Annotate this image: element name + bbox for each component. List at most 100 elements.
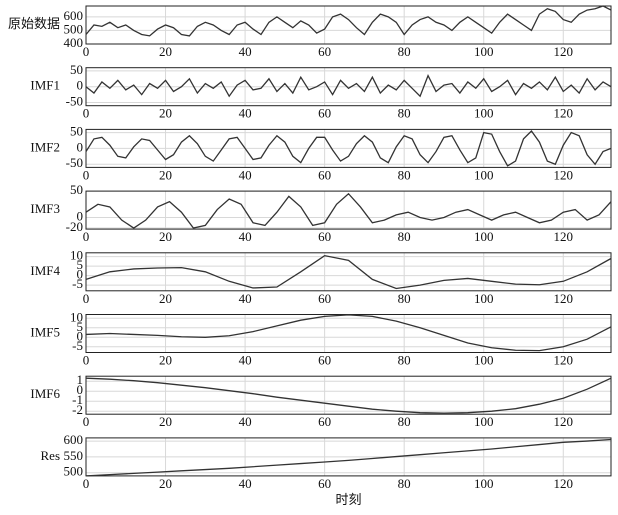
y-tick-label: -2 <box>72 402 83 417</box>
y-axis-label: IMF4 <box>30 263 60 278</box>
data-line <box>85 192 612 229</box>
x-tick-label: 80 <box>398 229 411 244</box>
data-line <box>85 438 612 477</box>
x-tick-label: 40 <box>239 44 252 59</box>
x-tick-label: 0 <box>83 352 90 367</box>
y-tick-label: 0 <box>77 328 84 343</box>
x-tick-label: 80 <box>398 414 411 429</box>
x-axis-label: 时刻 <box>335 492 361 507</box>
y-axis-label: IMF1 <box>30 78 60 93</box>
y-tick-label: -20 <box>66 219 83 234</box>
axes-frame <box>85 252 612 292</box>
x-tick-label: 120 <box>554 106 574 121</box>
y-axis-label: IMF6 <box>30 386 60 401</box>
y-tick-label: 0 <box>77 208 84 223</box>
x-tick-label: 0 <box>83 291 90 306</box>
y-tick-label: 600 <box>64 8 84 23</box>
x-tick-label: 120 <box>554 44 574 59</box>
x-tick-label: 80 <box>398 167 411 182</box>
y-tick-label: 400 <box>64 35 84 50</box>
y-axis-label: IMF5 <box>30 324 60 339</box>
x-tick-label: 100 <box>474 291 494 306</box>
x-tick-label: 0 <box>83 106 90 121</box>
x-tick-label: 20 <box>159 476 172 491</box>
x-tick-label: 60 <box>318 414 331 429</box>
data-line <box>85 254 612 290</box>
x-tick-label: 120 <box>554 229 574 244</box>
x-tick-label: 120 <box>554 476 574 491</box>
y-tick-label: 550 <box>64 448 84 463</box>
x-tick-label: 120 <box>554 291 574 306</box>
x-tick-label: 60 <box>318 44 331 59</box>
x-tick-label: 40 <box>239 229 252 244</box>
y-tick-label: 0 <box>77 139 84 154</box>
y-tick-label: 50 <box>70 182 83 197</box>
y-tick-label: 0 <box>77 78 84 93</box>
x-tick-label: 120 <box>554 167 574 182</box>
x-tick-label: 20 <box>159 291 172 306</box>
x-tick-label: 80 <box>398 106 411 121</box>
x-tick-label: 40 <box>239 352 252 367</box>
x-tick-label: 80 <box>398 476 411 491</box>
y-axis-label: Res <box>41 448 61 463</box>
y-tick-label: 50 <box>70 124 83 139</box>
axes-frame <box>85 190 612 230</box>
y-tick-label: 0 <box>77 267 84 282</box>
axes-frame <box>85 437 612 477</box>
axes-frame <box>85 375 612 415</box>
x-tick-label: 120 <box>554 352 574 367</box>
x-tick-label: 20 <box>159 414 172 429</box>
x-tick-label: 80 <box>398 44 411 59</box>
x-tick-label: 80 <box>398 352 411 367</box>
x-tick-label: 60 <box>318 476 331 491</box>
y-tick-label: -50 <box>66 94 83 109</box>
data-line <box>85 129 612 167</box>
x-tick-label: 0 <box>83 44 90 59</box>
axes-frame <box>85 5 612 45</box>
y-tick-label: 10 <box>70 248 83 263</box>
y-tick-label: -1 <box>72 392 83 407</box>
y-tick-label: 10 <box>70 309 83 324</box>
x-tick-label: 100 <box>474 106 494 121</box>
x-tick-label: 0 <box>83 414 90 429</box>
y-tick-label: 5 <box>77 257 84 272</box>
y-tick-label: 50 <box>70 62 83 77</box>
y-tick-label: 0 <box>77 382 84 397</box>
y-tick-label: 500 <box>64 21 84 36</box>
data-line <box>85 74 612 98</box>
y-tick-label: 5 <box>77 319 84 334</box>
x-tick-label: 40 <box>239 106 252 121</box>
x-tick-label: 60 <box>318 106 331 121</box>
x-tick-label: 100 <box>474 352 494 367</box>
x-tick-label: 40 <box>239 476 252 491</box>
y-tick-label: 1 <box>77 372 84 387</box>
data-line <box>85 377 612 414</box>
x-tick-label: 100 <box>474 414 494 429</box>
x-tick-label: 120 <box>554 414 574 429</box>
x-tick-label: 100 <box>474 44 494 59</box>
y-axis-label: 原始数据 <box>8 16 60 31</box>
x-tick-label: 80 <box>398 291 411 306</box>
x-tick-label: 100 <box>474 229 494 244</box>
y-axis-label: IMF3 <box>30 201 60 216</box>
x-tick-label: 20 <box>159 106 172 121</box>
y-tick-label: -5 <box>72 338 83 353</box>
x-tick-label: 60 <box>318 352 331 367</box>
x-tick-label: 20 <box>159 229 172 244</box>
y-tick-label: 500 <box>64 464 84 479</box>
x-tick-label: 60 <box>318 229 331 244</box>
x-tick-label: 60 <box>318 167 331 182</box>
x-tick-label: 40 <box>239 167 252 182</box>
x-tick-label: 20 <box>159 44 172 59</box>
x-tick-label: 20 <box>159 352 172 367</box>
y-tick-label: 600 <box>64 432 84 447</box>
x-tick-label: 20 <box>159 167 172 182</box>
x-tick-label: 0 <box>83 167 90 182</box>
x-tick-label: 100 <box>474 167 494 182</box>
x-tick-label: 100 <box>474 476 494 491</box>
y-axis-label: IMF2 <box>30 139 60 154</box>
x-tick-label: 40 <box>239 414 252 429</box>
x-tick-label: 40 <box>239 291 252 306</box>
